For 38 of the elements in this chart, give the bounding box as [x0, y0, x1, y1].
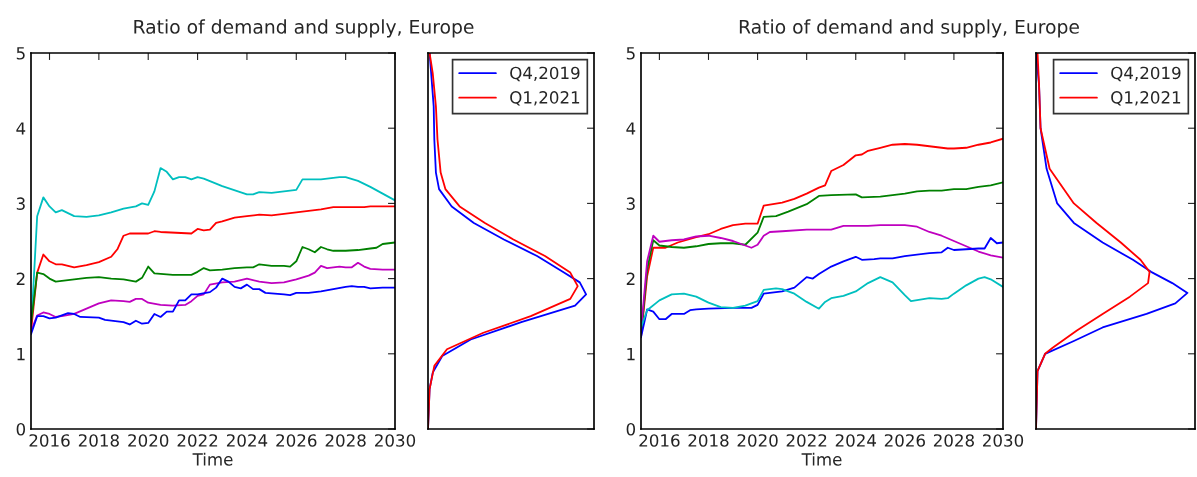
chart-title: Ratio of demand and supply, Europe	[739, 19, 1079, 38]
y-tick-label: 3	[16, 197, 25, 210]
line-series	[641, 276, 1003, 329]
y-tick-label: 0	[16, 422, 26, 436]
legend-label: Q1,2021	[1111, 91, 1181, 106]
x-tick-label: 2022	[177, 434, 218, 447]
x-tick-label: 2018	[688, 434, 729, 447]
x-tick-label: 2028	[933, 434, 974, 447]
y-tick-label: 3	[626, 197, 635, 210]
y-tick-label: 4	[626, 122, 636, 135]
x-tick-label: 2020	[737, 434, 778, 447]
x-tick-label: 2018	[78, 434, 119, 447]
y-tick-label: 5	[626, 47, 635, 60]
y-tick-label: 0	[626, 422, 636, 436]
y-tick-label: 5	[16, 47, 25, 60]
legend-label: Q4,2019	[1111, 66, 1181, 82]
y-tick-label: 2	[16, 272, 25, 285]
x-tick-label: 2016	[29, 434, 70, 447]
x-tick-label: 2022	[786, 434, 827, 447]
x-tick-label: 2024	[226, 434, 268, 447]
x-tick-label: 2024	[835, 434, 877, 447]
x-axis-title: Time	[801, 452, 842, 466]
x-tick-label: 2028	[325, 434, 366, 447]
y-tick-label: 1	[17, 347, 25, 361]
x-tick-label: 2030	[983, 434, 1024, 447]
x-tick-label: 2026	[884, 434, 925, 447]
legend-label: Q1,2021	[510, 91, 580, 106]
y-tick-label: 4	[16, 122, 26, 135]
x-tick-label: 2016	[639, 434, 680, 447]
x-tick-label: 2030	[375, 434, 416, 447]
y-tick-label: 1	[627, 347, 635, 361]
y-tick-label: 2	[626, 272, 635, 285]
chart-title: Ratio of demand and supply, Europe	[134, 19, 474, 38]
line-series	[31, 277, 395, 336]
legend-label: Q4,2019	[510, 66, 580, 82]
x-axis-title: Time	[192, 452, 233, 466]
x-tick-label: 2020	[128, 434, 169, 447]
x-tick-label: 2026	[276, 434, 317, 447]
